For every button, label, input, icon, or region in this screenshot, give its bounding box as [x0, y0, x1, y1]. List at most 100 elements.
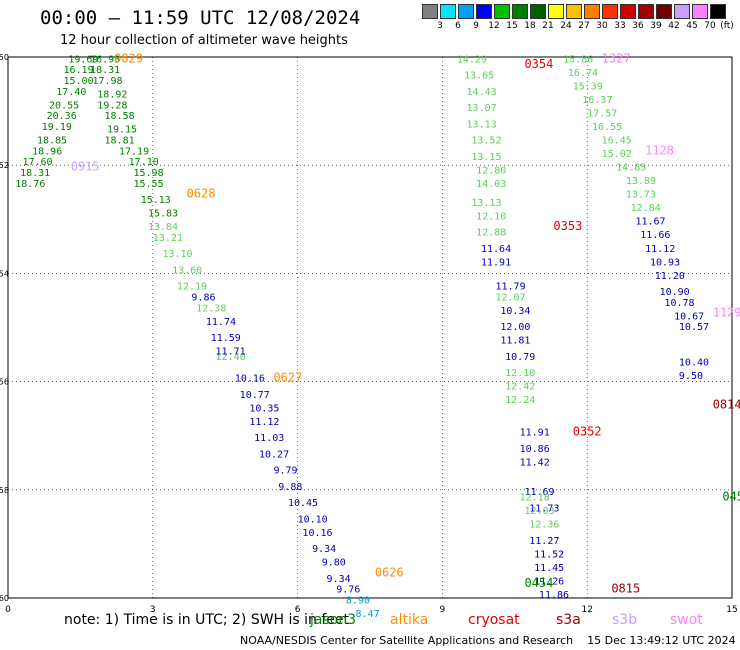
wave-height-value: 18.31 [90, 65, 120, 76]
wave-height-value: 12.00 [500, 322, 530, 333]
legend-label: 30 [596, 21, 608, 31]
satellite-label-altika: altika [390, 612, 429, 628]
satellite-label-s3b: s3b [612, 612, 638, 628]
x-tick-label: 3 [150, 605, 156, 615]
wave-height-value: 18.85 [37, 136, 67, 147]
legend-label: 3 [437, 21, 443, 31]
chart-subtitle: 12 hour collection of altimeter wave hei… [60, 33, 348, 48]
wave-height-value: 16.55 [592, 122, 622, 133]
wave-height-value: 15.86 [563, 54, 593, 65]
wave-height-value: 11.03 [254, 433, 284, 444]
wave-height-value: 9.80 [322, 558, 346, 569]
satellite-label-swot: swot [670, 612, 703, 628]
wave-height-value: 17.10 [129, 157, 159, 168]
legend-swatch [494, 4, 510, 19]
wave-height-value: 20.55 [49, 100, 79, 111]
wave-height-value: 18.81 [105, 136, 135, 147]
wave-height-value: 10.16 [235, 374, 265, 385]
wave-height-value: 11.79 [495, 282, 525, 293]
wave-height-value: 15.39 [573, 81, 603, 92]
pass-time-label: 0626 [375, 565, 404, 579]
wave-height-value: 12.80 [476, 165, 506, 176]
pass-time-label: 0455 [722, 490, 740, 504]
wave-height-value: 13.65 [464, 71, 494, 82]
wave-height-value: 15.83 [148, 209, 178, 220]
wave-height-value: 12.38 [196, 303, 226, 314]
legend-swatch [692, 4, 708, 19]
wave-height-value: 14.43 [467, 87, 497, 98]
wave-height-value: 10.34 [500, 306, 530, 317]
wave-height-value: 10.67 [674, 311, 704, 322]
y-tick-label: -52 [0, 161, 9, 170]
wave-height-value: 19.15 [107, 125, 137, 136]
wave-height-value: 11.12 [645, 244, 675, 255]
legend-swatch [530, 4, 546, 19]
y-tick-label: -58 [0, 486, 9, 495]
wave-height-value: 16.19 [64, 65, 94, 76]
wave-height-value: 13.84 [148, 222, 178, 233]
wave-height-value: 10.10 [298, 514, 328, 525]
wave-height-value: 9.34 [312, 544, 336, 555]
wave-height-value: 10.77 [240, 390, 270, 401]
pass-time-label: 0829 [114, 51, 143, 65]
legend-swatch [674, 4, 690, 19]
wave-height-value: 15.13 [141, 195, 171, 206]
wave-height-value: 13.73 [626, 190, 656, 201]
wave-height-value: 12.18 [520, 493, 550, 504]
legend-label: 24 [560, 21, 572, 31]
wave-height-value: 9.34 [327, 574, 351, 585]
legend-label: 33 [614, 21, 626, 31]
legend-label: 45 [686, 21, 698, 31]
wave-height-value: 12.07 [495, 292, 525, 303]
wave-height-value: 11.45 [534, 563, 564, 574]
x-tick-label: 0 [5, 605, 11, 615]
wave-height-value: 12.03 [524, 506, 554, 517]
wave-height-value: 19.28 [97, 100, 127, 111]
wave-height-value: 13.13 [471, 198, 501, 209]
wave-height-value: 18.76 [15, 179, 45, 190]
legend-swatch [440, 4, 456, 19]
wave-height-value: 15.00 [64, 76, 94, 87]
pass-time-label: 0354 [524, 57, 553, 71]
legend-swatch [620, 4, 636, 19]
wave-height-value: 14.29 [457, 54, 487, 65]
pass-time-label: 1128 [645, 143, 674, 157]
x-tick-label: 12 [581, 605, 592, 615]
wave-height-value: 11.52 [534, 549, 564, 560]
wave-height-value: 18.92 [97, 90, 127, 101]
legend-swatch [458, 4, 474, 19]
wave-height-value: 8.90 [346, 595, 370, 606]
wave-height-value: 9.86 [191, 292, 215, 303]
wave-height-value: 10.90 [660, 287, 690, 298]
wave-height-value: 12.10 [476, 211, 506, 222]
wave-height-value: 11.91 [520, 428, 550, 439]
legend-label: 6 [455, 21, 461, 31]
wave-height-value: 16.93 [90, 54, 120, 65]
pass-time-label: 0915 [71, 160, 100, 174]
pass-time-label: 0814 [713, 398, 740, 412]
pass-time-label: 0815 [611, 582, 640, 596]
wave-height-value: 13.10 [162, 249, 192, 260]
legend-swatch [710, 4, 726, 19]
wave-height-value: 16.45 [602, 136, 632, 147]
wave-height-value: 19.19 [42, 122, 72, 133]
wave-height-value: 11.12 [249, 417, 279, 428]
legend-label: 21 [542, 21, 554, 31]
wave-height-value: 13.07 [467, 103, 497, 114]
wave-height-value: 11.69 [524, 487, 554, 498]
legend-label: 39 [650, 21, 662, 31]
wave-height-value: 11.73 [529, 503, 559, 514]
pass-time-label: 0353 [553, 219, 582, 233]
wave-height-value: 10.45 [288, 498, 318, 509]
wave-height-value: 15.02 [602, 149, 632, 160]
wave-height-value: 17.98 [92, 76, 122, 87]
wave-height-value: 9.50 [679, 371, 703, 382]
plot-frame [7, 56, 733, 599]
wave-height-value: 11.81 [500, 336, 530, 347]
wave-height-value: 13.15 [471, 152, 501, 163]
wave-height-value: 15.55 [133, 179, 163, 190]
wave-height-value: 10.86 [520, 444, 550, 455]
wave-height-value: 14.85 [616, 163, 646, 174]
legend-swatch [656, 4, 672, 19]
